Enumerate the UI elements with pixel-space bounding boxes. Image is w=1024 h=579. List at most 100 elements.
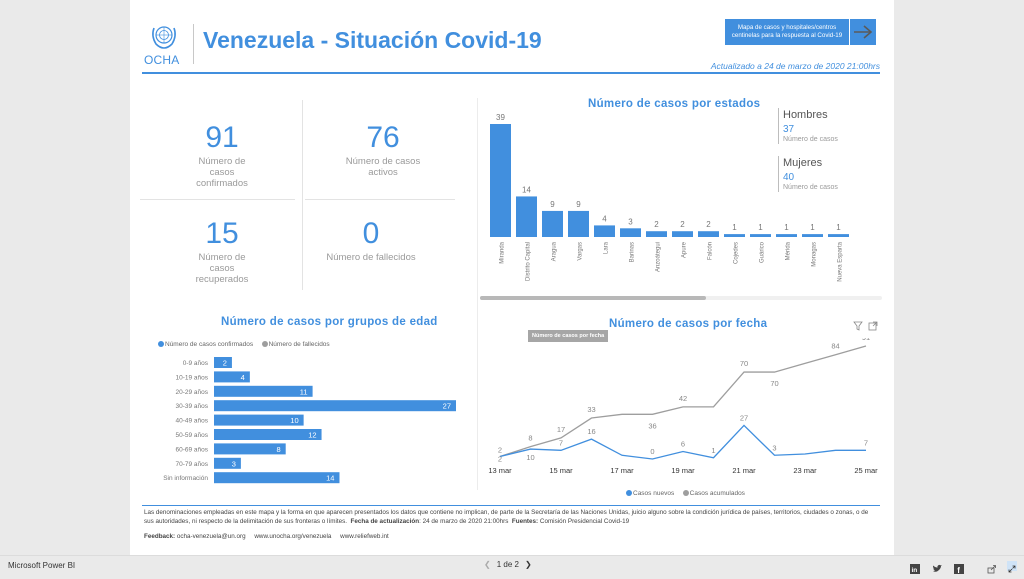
map-link-arrow-button[interactable] [850, 19, 876, 45]
date-axis-tick: 19 mar [671, 466, 695, 475]
legend-dot-icon [261, 341, 268, 347]
state-bar[interactable] [646, 231, 667, 237]
ocha-logo: OCHA [142, 20, 192, 68]
state-chart-title: Número de casos por estados [588, 98, 761, 110]
cumulative-cases-label: 70 [740, 359, 748, 368]
cumulative-cases-label: 42 [679, 394, 687, 403]
state-bar[interactable] [828, 234, 849, 237]
state-category-label: Nueva Esparta [838, 241, 844, 281]
cumulative-cases-label: 36 [648, 421, 656, 430]
facebook-icon[interactable]: f [954, 561, 964, 575]
men-value: 37 [783, 124, 795, 135]
date-axis-tick: 25 mar [854, 466, 878, 475]
age-bar[interactable] [214, 457, 241, 469]
unocha-link[interactable]: www.unocha.org/venezuela [254, 533, 332, 540]
legend-item-deaths[interactable]: Número de fallecidos [261, 340, 330, 348]
state-bar[interactable] [698, 231, 719, 237]
state-bar[interactable] [750, 234, 771, 237]
page-indicator: 1 de 2 [496, 560, 519, 569]
age-bar[interactable] [214, 400, 456, 412]
legend-label: Número de fallecidos [268, 340, 330, 348]
age-bar-label: 4 [241, 373, 245, 382]
updated-timestamp: Actualizado a 24 de marzo de 2020 21:00h… [710, 61, 880, 71]
state-bar[interactable] [724, 234, 745, 237]
state-bar[interactable] [542, 210, 563, 237]
age-bar[interactable] [214, 385, 313, 397]
state-bar[interactable] [620, 228, 641, 237]
kpi-deaths-value: 0 [362, 217, 380, 250]
cumulative-cases-label: 33 [587, 405, 595, 414]
filter-icon[interactable] [853, 318, 863, 336]
fullscreen-icon[interactable] [1007, 561, 1017, 573]
age-bar[interactable] [214, 371, 250, 383]
state-bar[interactable] [516, 196, 537, 237]
women-card: Mujeres 40 Número de casos [778, 156, 878, 192]
kpi-recovered: 15 Número de casos recuperados [152, 217, 292, 285]
cumulative-cases-line [499, 345, 867, 458]
un-emblem-icon [152, 26, 176, 49]
age-bar-label: 2 [223, 359, 227, 368]
new-cases-line [499, 424, 866, 460]
section-divider [477, 98, 478, 490]
state-bar[interactable] [802, 234, 823, 237]
map-link-button[interactable]: Mapa de casos y hospitales/centros centi… [725, 19, 849, 45]
age-category-label: 30-39 años [175, 403, 208, 410]
age-bar[interactable] [214, 414, 304, 426]
disclaimer-text: Las denominaciones empleadas en este map… [144, 509, 869, 525]
feedback-label: Feedback: [144, 533, 176, 540]
state-bar-label: 2 [654, 220, 659, 229]
next-page-button[interactable]: ❯ [524, 560, 532, 569]
age-bar[interactable] [214, 357, 232, 368]
legend-item-new-cases[interactable]: Casos nuevos [626, 490, 674, 497]
ocha-logo-text: OCHA [144, 53, 180, 67]
legend-dot-icon [158, 341, 164, 347]
kpi-divider [305, 199, 455, 200]
state-bar[interactable] [672, 231, 693, 237]
age-bar[interactable] [214, 443, 286, 455]
report-page: OCHA Venezuela - Situación Covid-19 Mapa… [130, 0, 894, 555]
legend-item-cumulative[interactable]: Casos acumulados [682, 490, 745, 497]
powerbi-brand-link[interactable]: Microsoft Power BI [8, 561, 76, 570]
cumulative-cases-label: 8 [528, 434, 532, 443]
sources-label: Fuentes: [511, 518, 539, 525]
new-cases-label: 16 [587, 427, 595, 436]
date-chart-legend: Casos nuevos Casos acumulados [626, 483, 749, 501]
kpi-active: 76 Número de casos activos [313, 121, 453, 178]
date-axis-tick: 15 mar [549, 466, 573, 475]
cumulative-cases-label: 2 [498, 446, 502, 455]
state-category-label: Monagas [812, 242, 818, 267]
state-bar[interactable] [776, 234, 797, 237]
kpi-deaths: 0 Número de fallecidos [301, 217, 441, 263]
state-bar[interactable] [568, 210, 589, 237]
state-bar-label: 2 [706, 220, 711, 229]
linkedin-icon[interactable]: in [910, 561, 920, 574]
twitter-icon[interactable] [932, 561, 942, 572]
date-axis-tick: 23 mar [793, 466, 817, 475]
share-icon[interactable] [987, 561, 997, 574]
reliefweb-link[interactable]: www.reliefweb.int [340, 533, 389, 540]
new-cases-label: 2 [498, 455, 502, 464]
age-bar[interactable] [214, 472, 340, 484]
age-category-label: 10-19 años [175, 374, 208, 381]
men-label: Número de casos [783, 136, 838, 143]
state-bar[interactable] [490, 124, 511, 237]
previous-page-button[interactable]: ❮ [484, 560, 491, 569]
new-cases-label: 1 [711, 446, 715, 455]
age-category-label: 60-69 años [175, 446, 208, 453]
age-category-label: 40-49 años [175, 418, 208, 425]
legend-item-confirmed[interactable]: Número de casos confirmados [158, 341, 253, 348]
state-bar-label: 39 [496, 113, 505, 122]
focus-mode-icon[interactable] [868, 318, 878, 336]
feedback-email-link[interactable]: ocha-venezuela@un.org [176, 533, 246, 540]
age-bar[interactable] [214, 429, 322, 440]
state-bar-label: 9 [576, 200, 581, 209]
age-bar-label: 8 [277, 445, 281, 454]
kpi-recovered-value: 15 [205, 217, 239, 250]
kpi-confirmed-label: Número de casos confirmados [196, 156, 248, 189]
state-category-label: Distrito Capital [526, 242, 532, 281]
state-chart-scrollbar-thumb[interactable] [480, 296, 706, 300]
state-bar[interactable] [594, 225, 615, 237]
header-rule [142, 72, 880, 74]
state-bar-label: 4 [602, 214, 607, 223]
